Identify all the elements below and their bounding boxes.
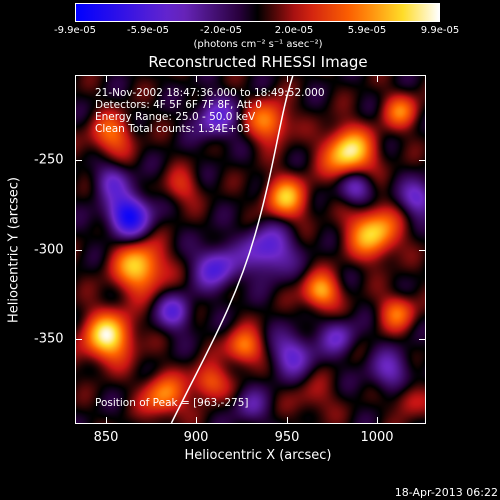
peak-position-label: Position of Peak = [963,-275] [95,397,249,409]
info-line-counts: Clean Total counts: 1.34E+03 [95,123,251,135]
x-major-tick-top [196,75,197,82]
info-line-energy: Energy Range: 25.0 - 50.0 keV [95,111,256,123]
xtick-label: 1000 [360,430,394,445]
y-axis-label: Heliocentric Y (arcsec) [6,177,22,323]
x-major-tick-top [106,75,107,82]
x-axis-label: Heliocentric X (arcsec) [184,448,332,463]
info-line-time: 21-Nov-2002 18:47:36.000 to 18:49:52.000 [95,87,325,99]
x-major-tick-top [377,75,378,82]
colorbar-units-label: (photons cm⁻² s⁻¹ asec⁻²) [193,39,323,50]
y-major-tick-right [419,160,426,161]
y-major-tick [75,160,82,161]
x-major-tick-top [287,75,288,82]
colorbar-tick-label: -5.9e-05 [127,25,169,36]
render-timestamp: 18-Apr-2013 06:22 [394,486,498,499]
y-major-tick-right [419,339,426,340]
xtick-label: 950 [274,430,300,445]
colorbar-tick-label: -9.9e-05 [54,25,96,36]
colorbar-tick-label: 2.0e-05 [274,25,314,36]
y-major-tick-right [419,250,426,251]
plot-title: Reconstructed RHESSI Image [148,53,368,71]
x-major-tick [377,417,378,424]
colorbar-tick-label: 9.9e-05 [420,25,460,36]
y-major-tick [75,250,82,251]
plot-area [75,75,426,424]
info-line-detectors: Detectors: 4F 5F 6F 7F 8F, Att 0 [95,99,262,111]
ytick-label: -350 [34,331,64,347]
ytick-label: -250 [34,152,64,168]
y-major-tick [75,339,82,340]
colorbar-tick-label: -2.0e-05 [200,25,242,36]
xtick-label: 850 [93,430,119,445]
xtick-label: 900 [183,430,209,445]
ytick-label: -300 [34,242,64,258]
x-major-tick [287,417,288,424]
x-major-tick [106,417,107,424]
colorbar-tick-label: 5.9e-05 [347,25,387,36]
colorbar [75,3,440,22]
x-major-tick [196,417,197,424]
